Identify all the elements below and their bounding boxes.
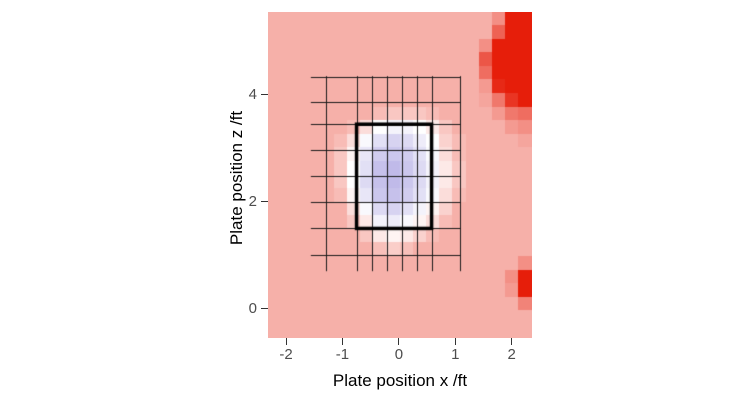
x-tick-label: 0: [394, 346, 404, 363]
y-tick-mark: [261, 308, 268, 310]
x-tick-mark: [341, 338, 343, 345]
y-axis-title: Plate position z /ft: [227, 110, 246, 246]
y-tick-label: 2: [248, 192, 257, 210]
x-tick-label: -2: [279, 346, 293, 363]
x-tick-mark: [398, 338, 400, 345]
x-axis-title: Plate position x /ft: [332, 371, 468, 390]
x-tick-mark: [285, 338, 287, 345]
heatmap-panel: [268, 12, 532, 338]
y-tick-label: 0: [248, 299, 257, 317]
x-tick-label: 2: [507, 346, 516, 363]
y-tick-label: 4: [248, 85, 257, 103]
x-tick-label: 1: [451, 346, 460, 363]
x-tick-mark: [511, 338, 513, 345]
x-tick-label: -1: [335, 346, 350, 363]
x-tick-mark: [454, 338, 456, 345]
y-tick-mark: [261, 201, 268, 203]
y-tick-mark: [261, 94, 268, 96]
